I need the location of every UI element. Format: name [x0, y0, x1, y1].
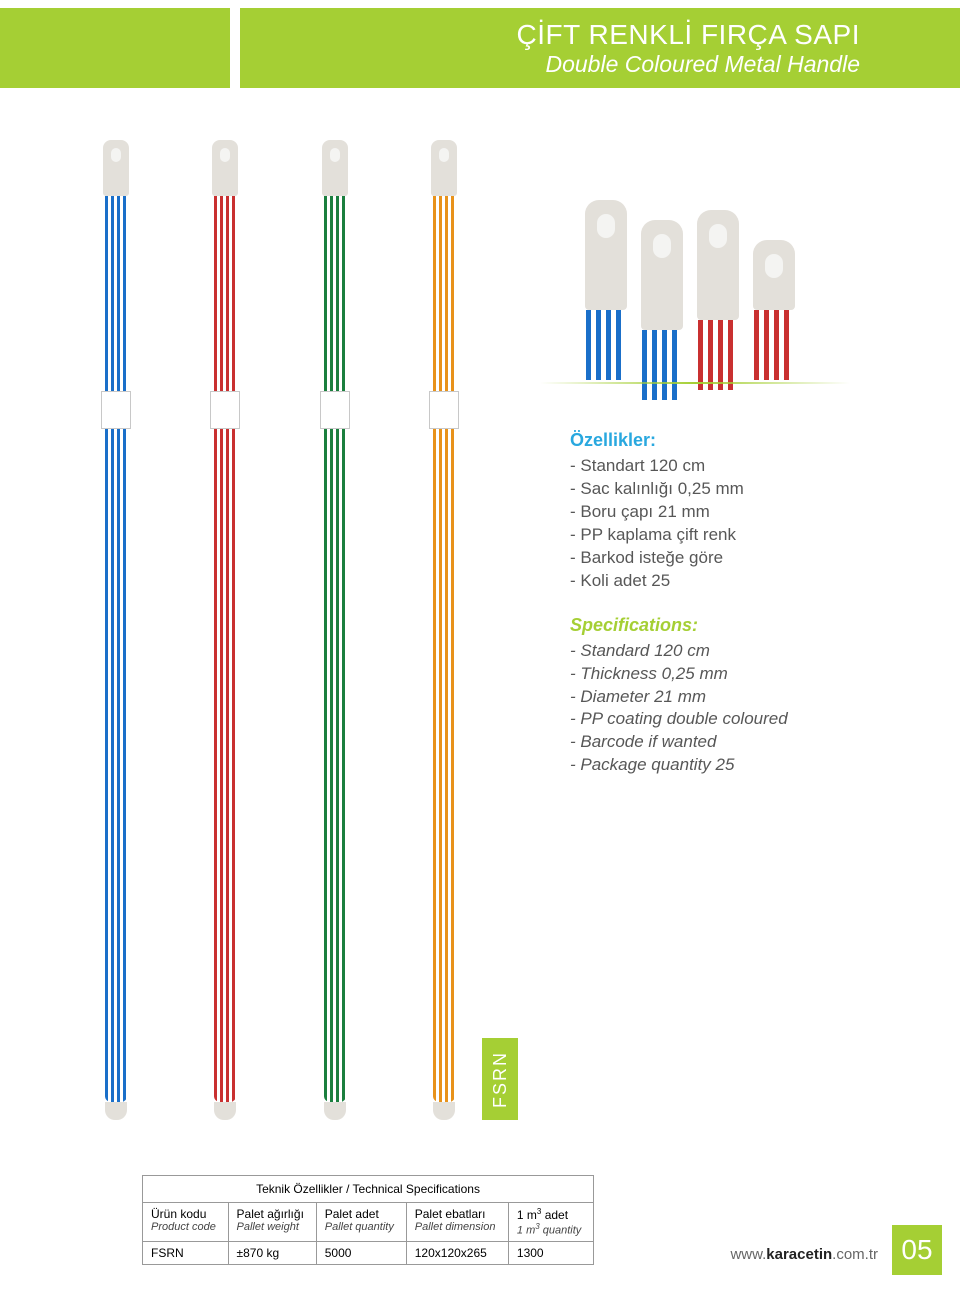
specifications-block: Özellikler: - Standart 120 cm - Sac kalı… — [570, 430, 900, 799]
closeup-handle-3 — [694, 210, 742, 390]
tech-table-title: Teknik Özellikler / Technical Specificat… — [143, 1176, 594, 1203]
spec-item: - Package quantity 25 — [570, 754, 900, 777]
header-banner: ÇİFT RENKLİ FIRÇA SAPI Double Coloured M… — [250, 8, 960, 88]
specs-heading-tr: Özellikler: — [570, 430, 900, 451]
tech-col-1: Palet ağırlığıPallet weight — [228, 1203, 316, 1242]
closeup-handle-4 — [750, 240, 798, 380]
product-handles-row — [100, 140, 460, 1130]
specs-list-tr: - Standart 120 cm - Sac kalınlığı 0,25 m… — [570, 455, 900, 593]
spec-item: - Barkod isteğe göre — [570, 547, 900, 570]
technical-specifications-table: Teknik Özellikler / Technical Specificat… — [142, 1175, 594, 1265]
tech-col-0: Ürün koduProduct code — [143, 1203, 229, 1242]
tech-val-1: ±870 kg — [228, 1241, 316, 1264]
specs-list-en: - Standard 120 cm - Thickness 0,25 mm - … — [570, 640, 900, 778]
spec-item: - Koli adet 25 — [570, 570, 900, 593]
closeup-handle-1 — [582, 200, 630, 380]
footer-url: www.karacetin.com.tr — [730, 1246, 878, 1263]
handle-orange — [428, 140, 460, 1120]
closeup-handles — [550, 180, 830, 380]
product-code-tab: FSRN — [482, 1038, 518, 1120]
page-number: 05 — [892, 1225, 942, 1275]
tech-val-0: FSRN — [143, 1241, 229, 1264]
tech-val-4: 1300 — [508, 1241, 593, 1264]
handle-red — [209, 140, 241, 1120]
header-stripe-left — [0, 8, 230, 88]
tech-val-3: 120x120x265 — [406, 1241, 508, 1264]
spec-item: - Thickness 0,25 mm — [570, 663, 900, 686]
tech-col-4: 1 m3 adet1 m3 quantity — [508, 1203, 593, 1242]
spec-item: - Sac kalınlığı 0,25 mm — [570, 478, 900, 501]
handle-green — [319, 140, 351, 1120]
spec-item: - Boru çapı 21 mm — [570, 501, 900, 524]
spec-item: - PP kaplama çift renk — [570, 524, 900, 547]
closeup-underline — [540, 382, 850, 384]
spec-item: - Standart 120 cm — [570, 455, 900, 478]
tech-col-3: Palet ebatlarıPallet dimension — [406, 1203, 508, 1242]
tech-val-2: 5000 — [316, 1241, 406, 1264]
handle-blue — [100, 140, 132, 1120]
spec-item: - Diameter 21 mm — [570, 686, 900, 709]
tech-col-2: Palet adetPallet quantity — [316, 1203, 406, 1242]
spec-item: - PP coating double coloured — [570, 708, 900, 731]
specs-heading-en: Specifications: — [570, 615, 900, 636]
title-en: Double Coloured Metal Handle — [250, 51, 860, 78]
header-stripe-gap — [240, 8, 250, 88]
product-code-text: FSRN — [490, 1051, 511, 1108]
spec-item: - Barcode if wanted — [570, 731, 900, 754]
spec-item: - Standard 120 cm — [570, 640, 900, 663]
closeup-handle-2 — [638, 220, 686, 400]
title-tr: ÇİFT RENKLİ FIRÇA SAPI — [250, 19, 860, 51]
